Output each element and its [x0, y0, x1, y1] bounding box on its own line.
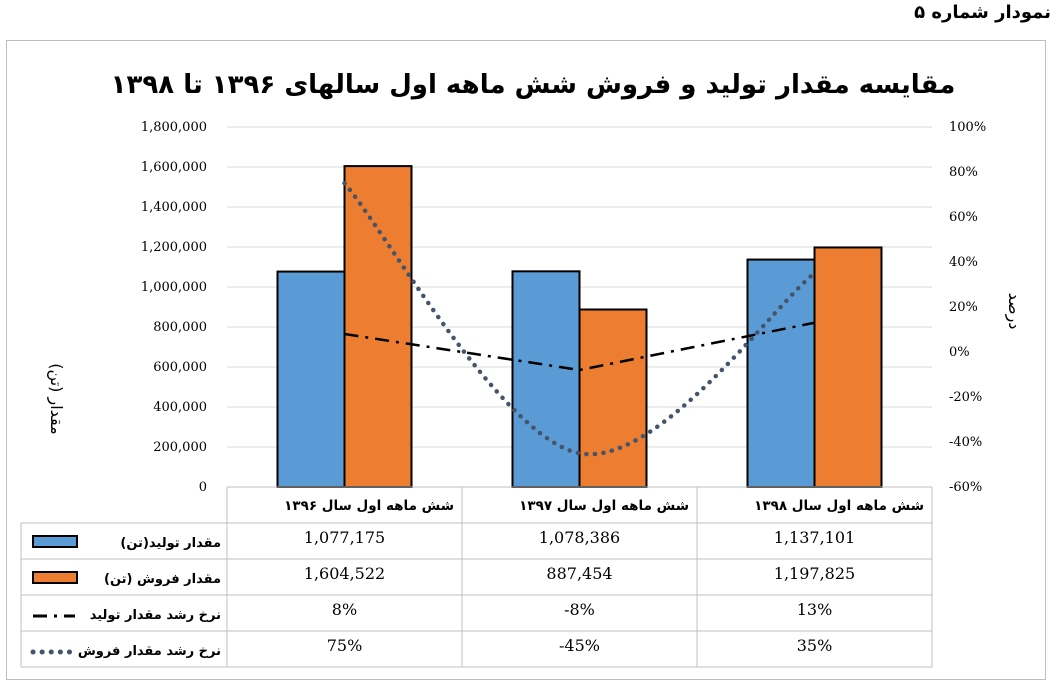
y-tick-label: 1,800,000 [141, 120, 207, 135]
legend-label: مقدار فروش (تن) [104, 572, 221, 587]
y2-tick-label: 100% [949, 120, 986, 135]
chart-title: مقایسه مقدار تولید و فروش شش ماهه اول سا… [111, 70, 956, 100]
table-cell-value: 1,137,101 [774, 528, 855, 547]
table-cell-value: 8% [332, 600, 357, 619]
y2-tick-label: 60% [949, 210, 978, 225]
legend-label: نرخ رشد مقدار تولید [90, 608, 221, 623]
table-cell-value: 1,604,522 [304, 564, 385, 583]
legend-label: مقدار تولید(تن) [120, 536, 221, 551]
bar [813, 246, 883, 488]
category-label: شش ماهه اول سال ۱۳۹۶ [284, 498, 454, 514]
data-table: شش ماهه اول سال ۱۳۹۶ شش ماهه اول سال ۱۳۹۷… [20, 486, 933, 668]
bar [511, 270, 581, 488]
table-cell-value: -8% [564, 600, 595, 619]
legend-label: نرخ رشد مقدار فروش [78, 644, 221, 659]
bar [746, 258, 816, 488]
table-cell-value: -45% [559, 636, 600, 655]
y-tick-label: 0 [199, 480, 207, 495]
table-cell-value: 75% [327, 636, 363, 655]
y-axis-label: مقدار (تن) [46, 363, 66, 434]
trend-lines [342, 181, 817, 457]
y-tick-label: 1,600,000 [141, 160, 207, 175]
trend-line-sales [342, 181, 817, 457]
table-cell-value: 1,077,175 [304, 528, 385, 547]
table-cell-value: 1,197,825 [774, 564, 855, 583]
bars [276, 165, 883, 488]
y2-axis-ticks: -60% -40% -20% 0% 20% 40% 60% 80% 100% [949, 120, 986, 495]
y-tick-label: 1,000,000 [141, 280, 207, 295]
y-tick-label: 400,000 [153, 400, 207, 415]
y-axis-ticks: 0 200,000 400,000 600,000 800,000 1,000,000 1,… [141, 120, 207, 495]
y2-tick-label: -60% [949, 480, 982, 495]
figure-caption: نمودار شماره ۵ [914, 2, 1051, 23]
y2-tick-label: 80% [949, 165, 978, 180]
bar [343, 165, 413, 488]
y-tick-label: 200,000 [153, 440, 207, 455]
bar [276, 270, 346, 488]
category-label: شش ماهه اول سال ۱۳۹۷ [519, 498, 689, 514]
bar [578, 308, 648, 488]
legend-key [32, 535, 78, 548]
category-label: شش ماهه اول سال ۱۳۹۸ [754, 498, 924, 514]
table-cell-value: 13% [797, 600, 833, 619]
chart-frame: مقایسه مقدار تولید و فروش شش ماهه اول سا… [6, 40, 1046, 680]
y2-tick-label: 0% [949, 345, 970, 360]
y-tick-label: 800,000 [153, 320, 207, 335]
legend-key [32, 571, 78, 584]
table-cell-value: 35% [797, 636, 833, 655]
y2-axis-label: درصد [1004, 293, 1024, 330]
table-cell-value: 887,454 [546, 564, 612, 583]
y2-tick-label: 20% [949, 300, 978, 315]
combo-chart: مقایسه مقدار تولید و فروش شش ماهه اول سا… [20, 70, 1024, 668]
table-cell-value: 1,078,386 [539, 528, 620, 547]
y2-tick-label: 40% [949, 255, 978, 270]
y2-tick-label: -20% [949, 390, 982, 405]
y-tick-label: 600,000 [153, 360, 207, 375]
y2-tick-label: -40% [949, 435, 982, 450]
y-tick-label: 1,400,000 [141, 200, 207, 215]
y-tick-label: 1,200,000 [141, 240, 207, 255]
